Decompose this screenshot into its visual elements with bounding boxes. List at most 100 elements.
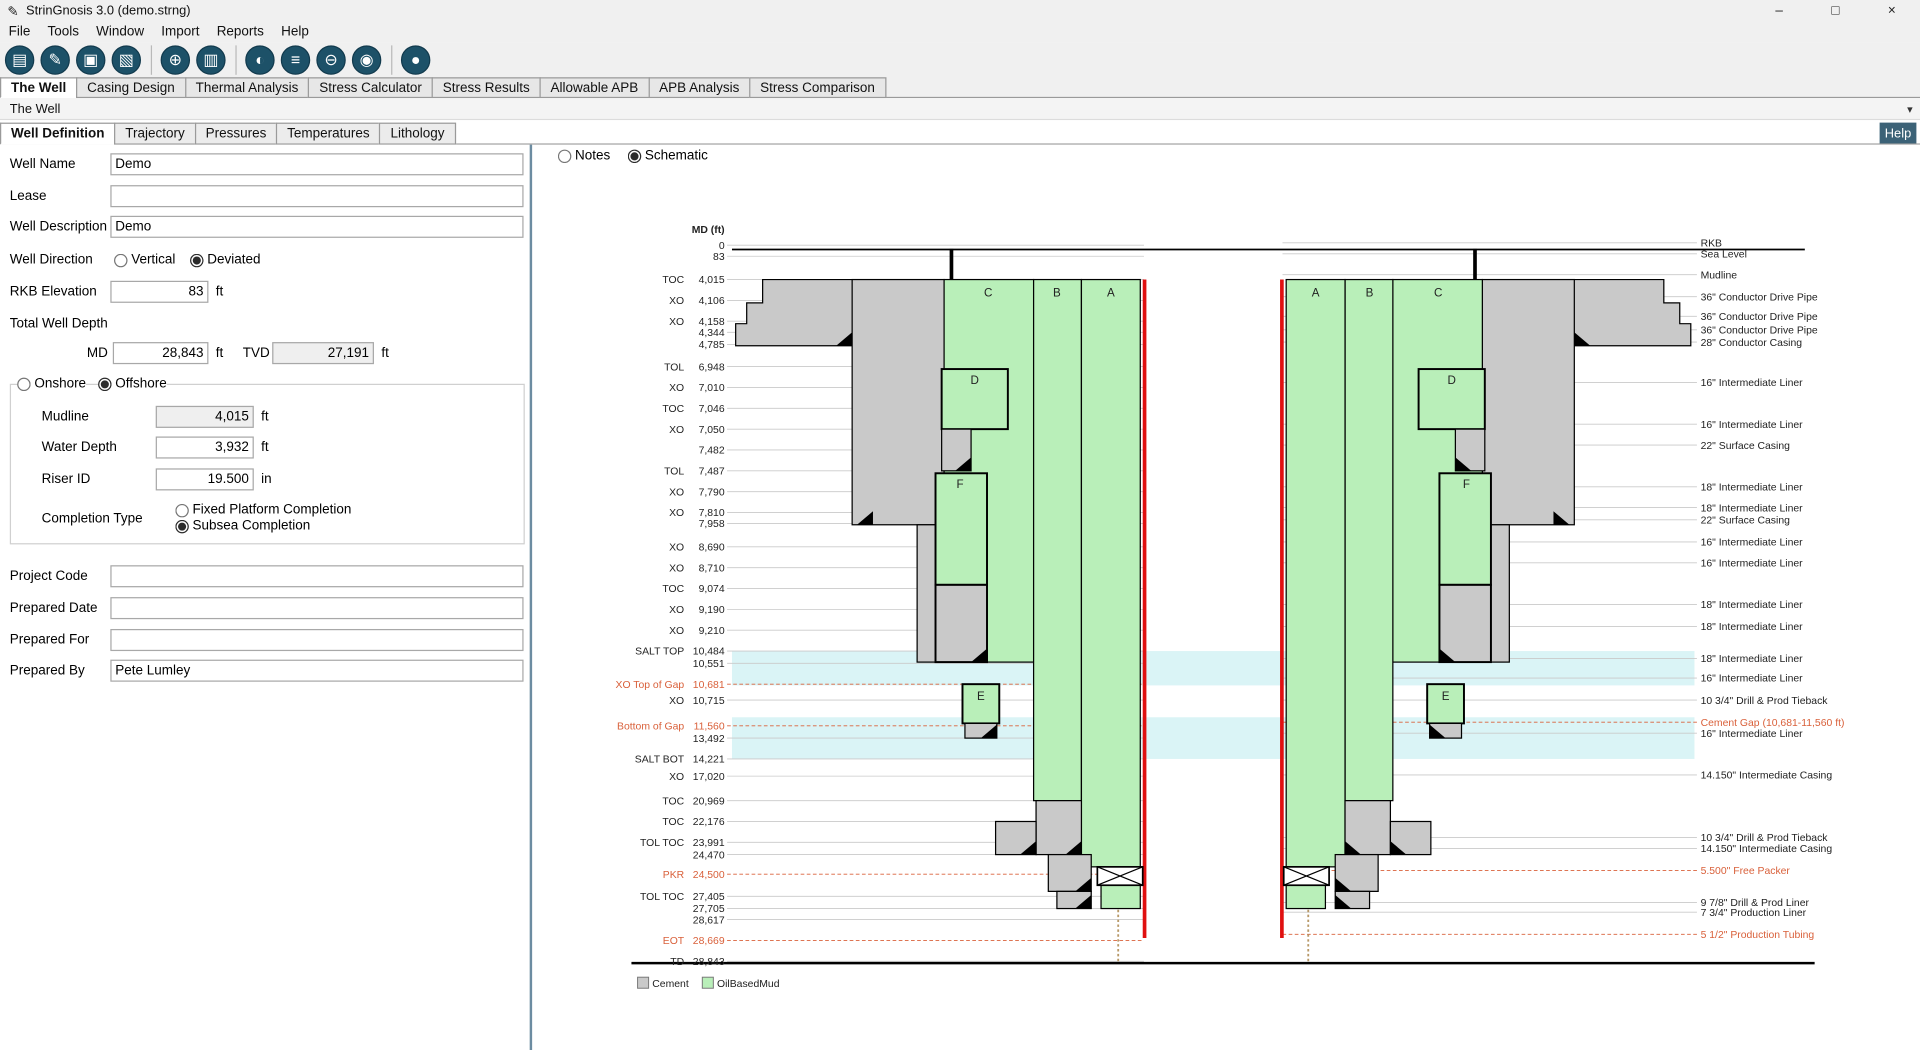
edit-report-icon[interactable]: ▧: [111, 44, 142, 75]
subtab-pressures[interactable]: Pressures: [194, 122, 277, 145]
panel-splitter[interactable]: [529, 144, 533, 1050]
project-code-input[interactable]: [110, 565, 524, 588]
save-well-icon[interactable]: ▤: [4, 44, 35, 75]
subsea-completion-radio-input[interactable]: [175, 519, 189, 533]
half-ellipse-icon[interactable]: ⊖: [316, 44, 346, 75]
well-name-input[interactable]: [110, 153, 524, 176]
rkb-elevation-label: RKB Elevation: [9, 284, 97, 300]
annulus-letter: A: [1107, 287, 1115, 300]
string-label: 36" Conductor Drive Pipe: [1701, 292, 1818, 303]
well-name-label: Well Name: [9, 156, 76, 172]
schematic-radio-input[interactable]: [627, 148, 642, 163]
onshore-radio-input[interactable]: [17, 377, 31, 391]
tab-stress-results[interactable]: Stress Results: [431, 77, 540, 99]
schematic-left-half: [735, 248, 1147, 962]
depth-label: 28,843: [693, 957, 725, 968]
columns-icon[interactable]: ▥: [196, 44, 226, 75]
deviated-radio-input[interactable]: [190, 253, 204, 267]
screen-capture-icon[interactable]: ▣: [76, 44, 106, 75]
collapse-caret-icon[interactable]: ▾: [1907, 102, 1913, 116]
lease-input[interactable]: [110, 185, 524, 208]
offshore-radio-input[interactable]: [98, 377, 112, 391]
tab-the-well[interactable]: The Well: [0, 77, 77, 99]
depth-label: 27,705: [693, 904, 725, 915]
depth-label: 7,810: [699, 508, 725, 519]
depth-label: 23,991: [693, 838, 725, 849]
depth-label: 8,710: [699, 563, 725, 574]
tab-stress-calculator[interactable]: Stress Calculator: [308, 77, 432, 99]
depth-label: 8,690: [699, 543, 725, 554]
project-code-label: Project Code: [9, 568, 88, 584]
maximize-button[interactable]: □: [1831, 3, 1840, 19]
menu-reports[interactable]: Reports: [216, 24, 264, 40]
offshore-radio[interactable]: Offshore: [98, 375, 167, 393]
subtab-well-definition[interactable]: Well Definition: [0, 122, 115, 145]
prepared-date-input[interactable]: [110, 597, 524, 620]
close-button[interactable]: ×: [1887, 3, 1896, 19]
prepared-date-label: Prepared Date: [9, 600, 98, 616]
prepared-for-input[interactable]: [110, 628, 524, 652]
mudline-unit: ft: [261, 409, 269, 425]
depth-label-prefix: XO: [669, 543, 684, 554]
depth-label-prefix: XO: [669, 425, 684, 436]
minimize-button[interactable]: –: [1775, 3, 1783, 19]
md-label: MD: [86, 345, 108, 361]
prepared-by-input[interactable]: [110, 659, 524, 682]
deviated-radio[interactable]: Deviated: [190, 251, 261, 269]
legend-label: Cement: [652, 979, 689, 990]
menu-help[interactable]: Help: [281, 24, 309, 40]
window-controls: – □ ×: [1751, 0, 1920, 22]
depth-label: 9,074: [699, 584, 725, 595]
subsea-completion-radio[interactable]: Subsea Completion: [175, 517, 311, 535]
string-label: 16" Intermediate Liner: [1701, 538, 1804, 549]
rkb-elevation-input[interactable]: [110, 280, 209, 303]
subtab-lithology[interactable]: Lithology: [379, 122, 456, 145]
string-label: 10 3/4" Drill & Prod Tieback: [1701, 696, 1829, 707]
depth-label: 4,785: [699, 340, 725, 351]
string-label: Cement Gap (10,681-11,560 ft): [1701, 718, 1845, 729]
units-globe-icon[interactable]: ⊕: [160, 44, 191, 75]
depth-label: 4,158: [699, 317, 725, 328]
water-depth-label: Water Depth: [41, 440, 117, 455]
depth-label-prefix: XO: [669, 296, 684, 307]
schematic-radio[interactable]: Schematic: [627, 148, 708, 163]
fluid-drop-icon[interactable]: ●: [400, 44, 431, 75]
notes-radio[interactable]: Notes: [557, 148, 610, 163]
help-button[interactable]: Help: [1879, 122, 1917, 144]
menu-tools[interactable]: Tools: [47, 24, 79, 40]
md-input[interactable]: [112, 342, 209, 365]
content-area: Well Name Lease Well Description Well Di…: [0, 144, 1920, 1050]
fixed-platform-radio-input[interactable]: [175, 503, 189, 517]
subtab-trajectory[interactable]: Trajectory: [114, 122, 195, 145]
annulus-letter: A: [1312, 287, 1320, 300]
layers-icon[interactable]: ≡: [280, 44, 311, 75]
onshore-radio[interactable]: Onshore: [17, 375, 87, 393]
tab-allowable-apb[interactable]: Allowable APB: [539, 77, 649, 99]
well-description-input[interactable]: [110, 215, 524, 238]
report-icon[interactable]: ✎: [40, 44, 70, 75]
stress-ellipse-icon[interactable]: ◐: [245, 44, 275, 75]
tab-stress-comparison[interactable]: Stress Comparison: [749, 77, 886, 99]
menu-import[interactable]: Import: [161, 24, 200, 40]
spiral-icon[interactable]: ◉: [351, 44, 382, 75]
tab-apb-analysis[interactable]: APB Analysis: [648, 77, 750, 99]
tab-casing-design[interactable]: Casing Design: [76, 77, 185, 99]
vertical-radio-input[interactable]: [114, 253, 128, 267]
menu-file[interactable]: File: [8, 24, 31, 40]
annulus-letter: D: [971, 374, 979, 387]
string-label: 5.500" Free Packer: [1701, 866, 1791, 877]
deviated-radio-label: Deviated: [207, 252, 261, 268]
vertical-radio[interactable]: Vertical: [114, 251, 176, 269]
group-header: The Well ▾: [0, 98, 1920, 121]
tab-thermal-analysis[interactable]: Thermal Analysis: [184, 77, 309, 99]
riser-id-input[interactable]: [155, 468, 254, 491]
water-depth-input[interactable]: [155, 436, 254, 459]
notes-radio-input[interactable]: [557, 148, 572, 163]
menu-window[interactable]: Window: [96, 24, 145, 40]
fixed-platform-radio[interactable]: Fixed Platform Completion: [175, 501, 352, 519]
prepared-by-label: Prepared By: [9, 663, 85, 679]
string-label: 18" Intermediate Liner: [1701, 503, 1804, 514]
subtab-temperatures[interactable]: Temperatures: [276, 122, 380, 145]
depth-label-prefix: XO: [669, 696, 684, 707]
string-label: 9 7/8" Drill & Prod Liner: [1701, 898, 1810, 909]
